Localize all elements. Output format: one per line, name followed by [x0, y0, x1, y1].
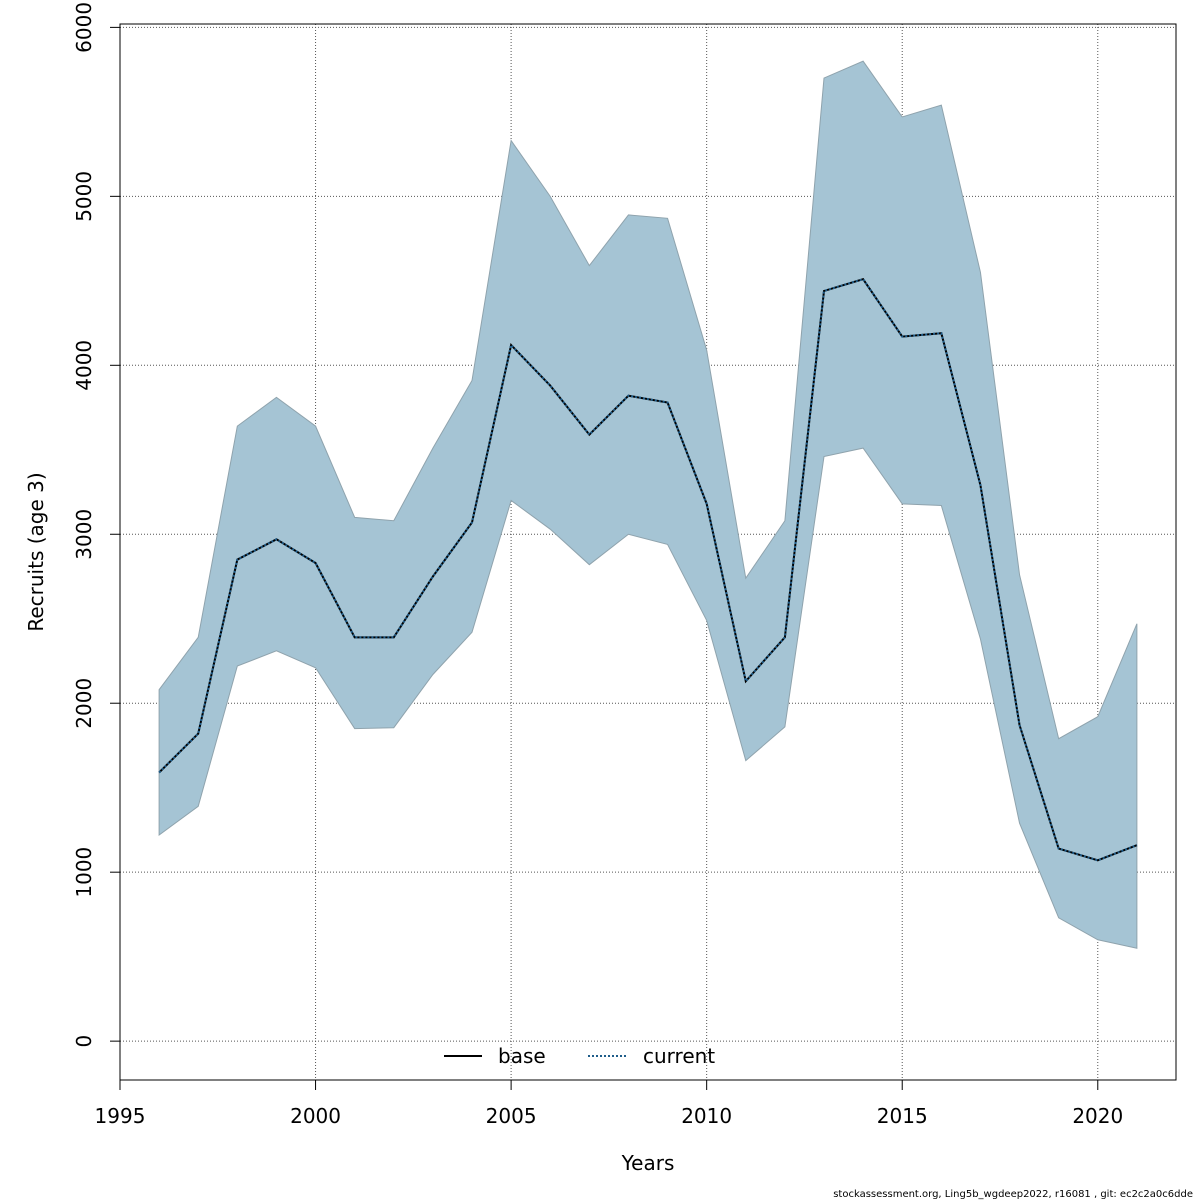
x-tick-label: 2015: [877, 1104, 928, 1128]
y-tick-label: 5000: [72, 171, 96, 222]
y-tick-label: 2000: [72, 678, 96, 729]
series-layer: [158, 277, 1138, 862]
y-tick-label: 1000: [72, 847, 96, 898]
y-axis: 0 1000 2000 3000 4000 5000 6000: [72, 2, 121, 1048]
x-axis: 1995 2000 2005 2010 2015 2020: [95, 1079, 1123, 1128]
y-tick-label: 4000: [72, 340, 96, 391]
y-tick-label: 6000: [72, 2, 96, 53]
legend: base current: [444, 1044, 715, 1068]
legend-base-label: base: [498, 1044, 546, 1068]
x-axis-title: Years: [621, 1151, 675, 1175]
x-tick-label: 2000: [290, 1104, 341, 1128]
y-tick-label: 0: [72, 1035, 96, 1048]
footer-note: stockassessment.org, Ling5b_wgdeep2022, …: [833, 1189, 1193, 1200]
x-tick-label: 2005: [486, 1104, 537, 1128]
x-tick-label: 1995: [95, 1104, 146, 1128]
confidence-band: [158, 60, 1138, 949]
confidence-band-layer: [158, 60, 1138, 949]
x-tick-label: 2010: [681, 1104, 732, 1128]
y-axis-title: Recruits (age 3): [24, 472, 48, 631]
legend-current-label: current: [643, 1044, 715, 1068]
x-tick-label: 2020: [1072, 1104, 1123, 1128]
series-line-current: [158, 277, 1138, 862]
y-tick-label: 3000: [72, 509, 96, 560]
